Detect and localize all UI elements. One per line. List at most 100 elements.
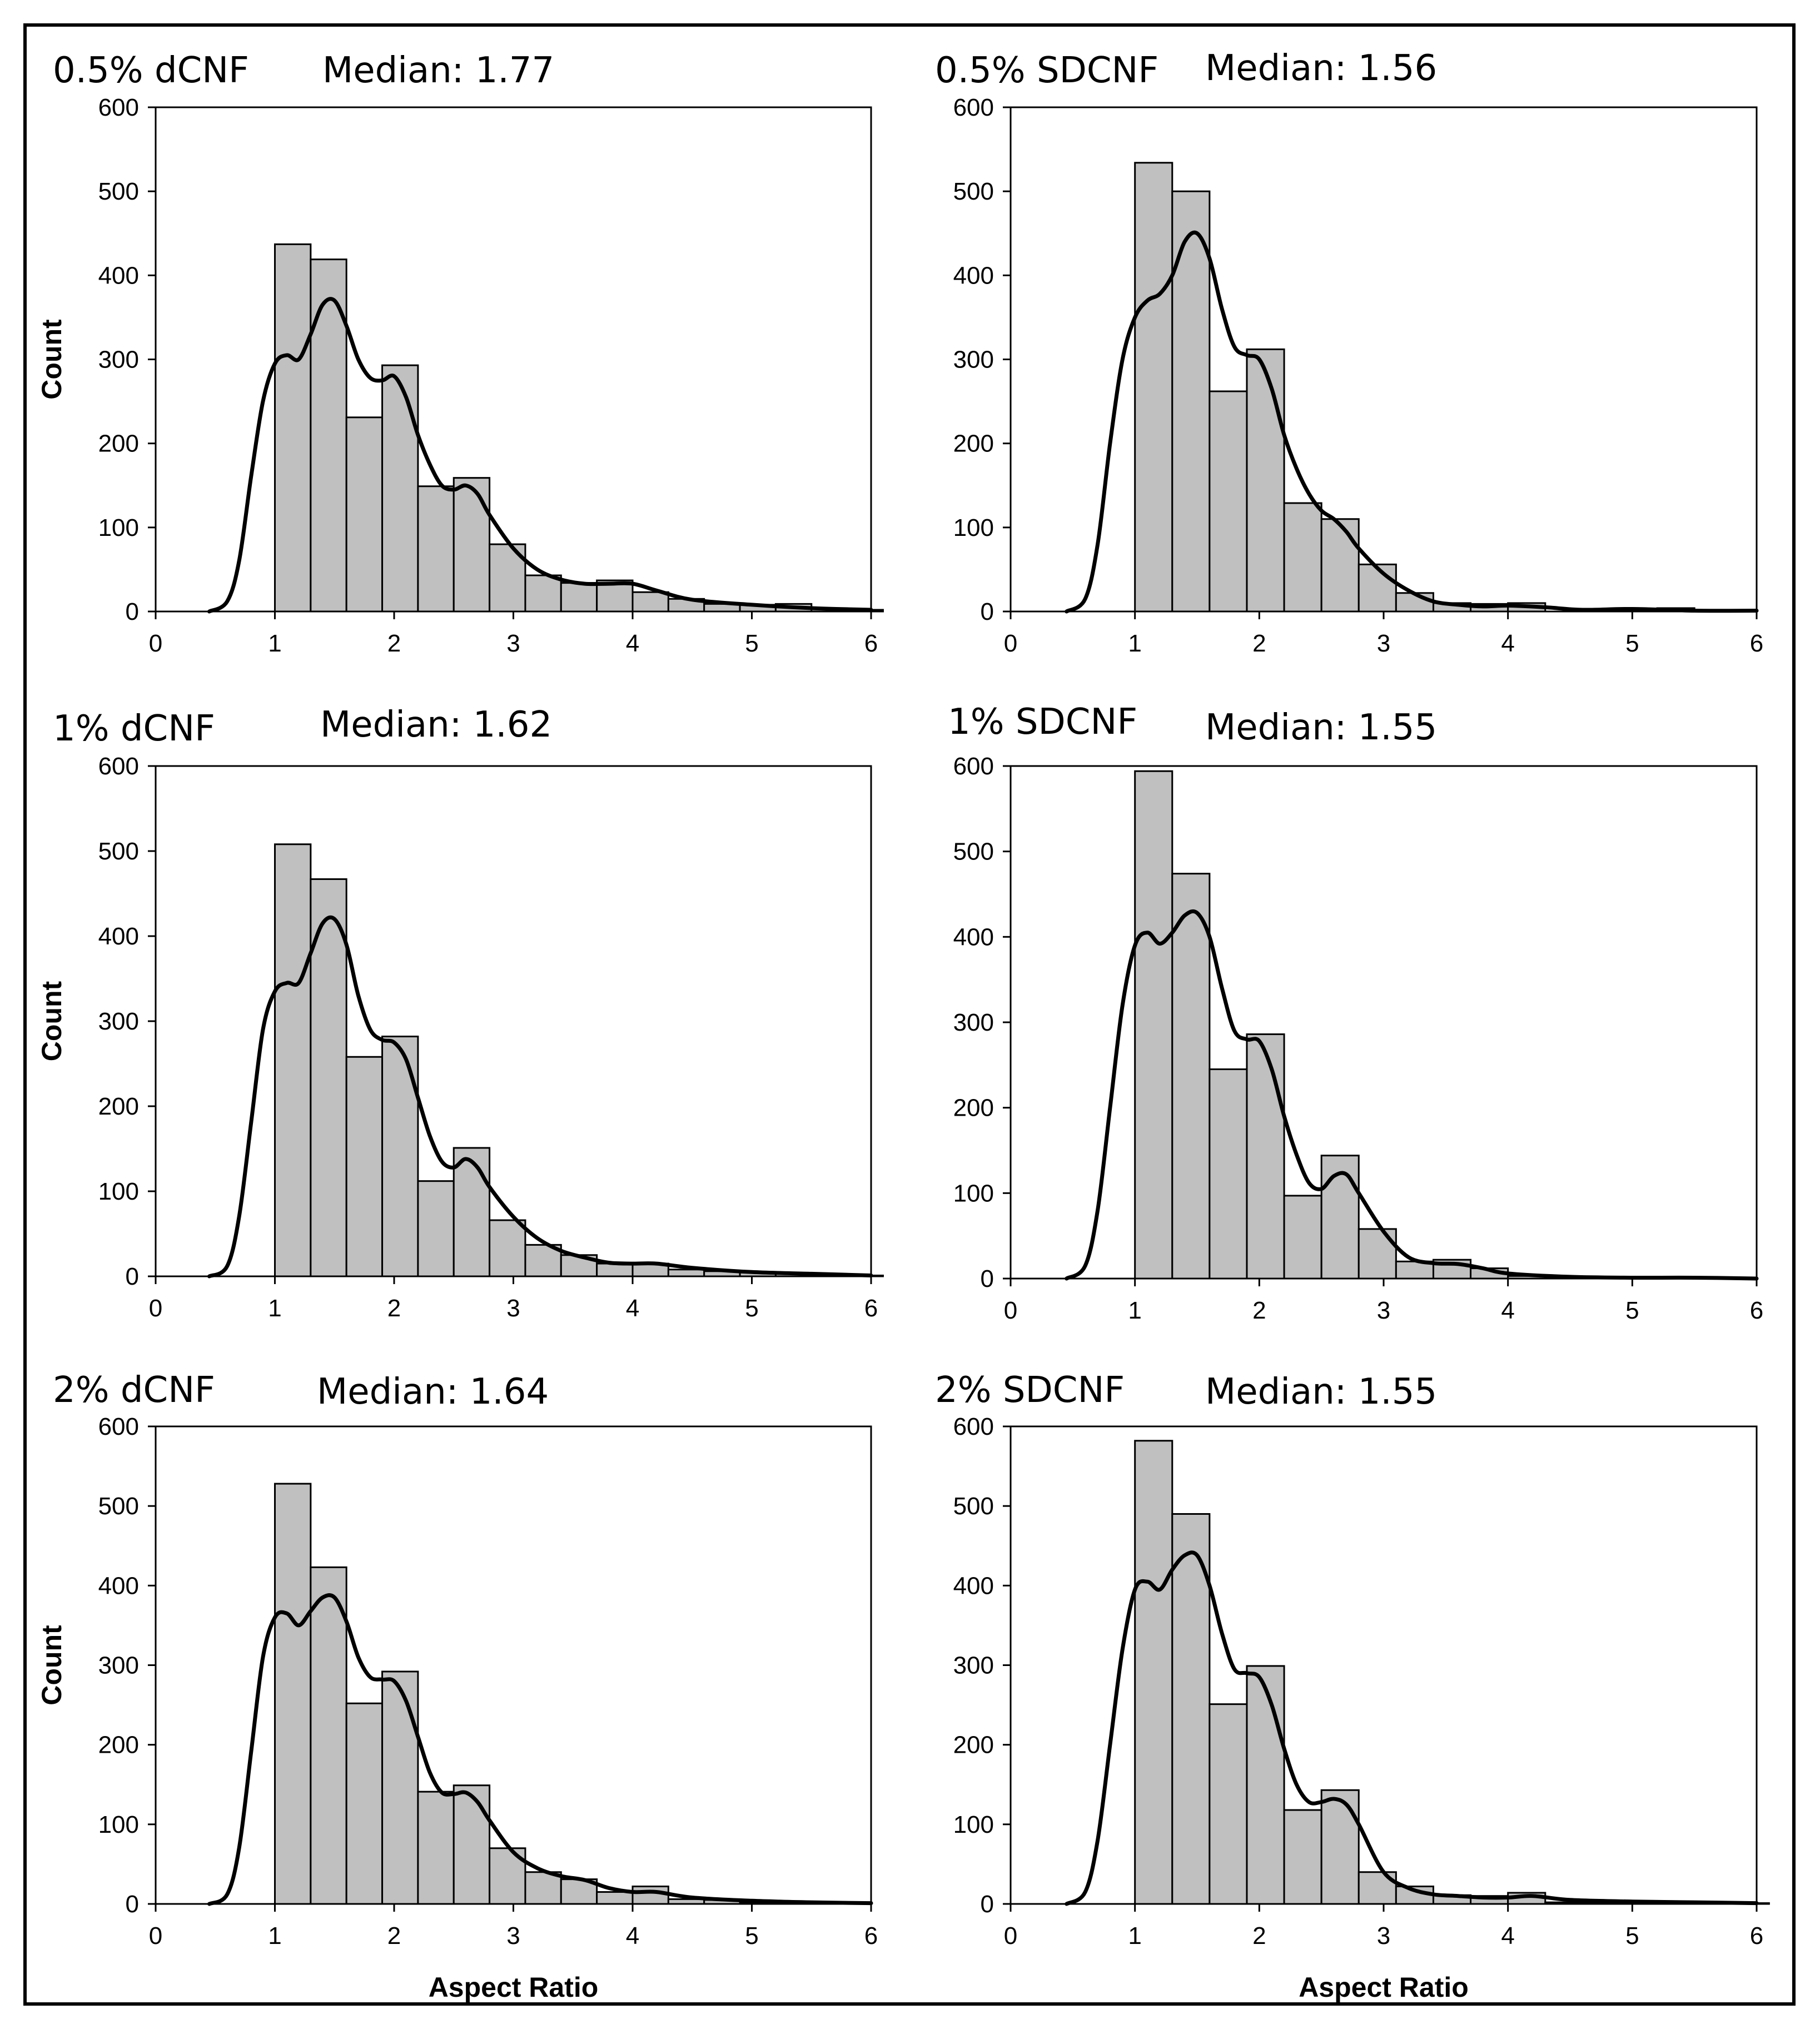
x-tick-label: 1 [1128, 630, 1141, 657]
histogram-bar [524, 1871, 562, 1905]
x-tick-label: 5 [1625, 1922, 1639, 1950]
histogram-bar [381, 1670, 419, 1905]
y-tick-label: 400 [98, 1572, 139, 1599]
histogram-bar [310, 878, 347, 1277]
x-tick-label: 5 [745, 1295, 758, 1322]
x-tick-label: 4 [1501, 1922, 1514, 1950]
histogram-bar [345, 416, 384, 613]
y-tick-label: 0 [981, 1891, 994, 1918]
x-tick-label: 6 [864, 630, 878, 657]
y-tick-label: 400 [98, 262, 139, 289]
histogram-bar [1171, 1513, 1211, 1905]
x-tick-label: 1 [268, 630, 281, 657]
density-curve [207, 915, 873, 1279]
y-tick-label: 500 [98, 178, 139, 205]
y-axis-title: Count [36, 981, 67, 1061]
histogram-bar [417, 485, 455, 613]
histogram-bar [1171, 873, 1211, 1280]
x-tick-label: 3 [1377, 1297, 1390, 1324]
y-tick-label: 0 [126, 598, 139, 625]
x-tick-label: 4 [626, 630, 639, 657]
histogram-panel-1: 0 100 200 300 400 500 600 0 1 2 3 4 5 6 0.5% dCNF Media… [36, 50, 884, 657]
histogram-bar [417, 1180, 455, 1277]
x-tick-label: 2 [387, 1922, 401, 1950]
x-tick-label: 0 [149, 1922, 162, 1950]
median-label: Median: 1.77 [322, 50, 554, 91]
histogram-bar [1246, 1033, 1285, 1280]
histogram-bar [345, 1702, 384, 1905]
histogram-bar [560, 582, 598, 613]
x-tick-label: 6 [864, 1295, 878, 1322]
histogram-bar [1209, 1703, 1248, 1905]
y-tick-label: 200 [98, 430, 139, 457]
histogram-panel-3: 0 100 200 300 400 500 600 0 1 2 3 4 5 6 1% dCNF Median:… [36, 704, 884, 1322]
histogram-bar [381, 1036, 419, 1277]
histogram-bar [1246, 348, 1285, 613]
histogram-bar [524, 574, 562, 613]
y-tick-label: 100 [98, 514, 139, 541]
median-label: Median: 1.55 [1205, 1371, 1437, 1413]
y-tick-label: 600 [953, 94, 994, 121]
histogram-panel-6: 0 100 200 300 400 500 600 0 1 2 3 4 5 6 2% SDCNF Median… [935, 1370, 1770, 2003]
y-tick-label: 500 [98, 838, 139, 865]
x-tick-label: 0 [149, 1295, 162, 1322]
y-tick-label: 600 [98, 753, 139, 780]
plot-area-border [1010, 1425, 1758, 1905]
x-tick-label: 3 [1377, 630, 1390, 657]
y-tick-label: 100 [98, 1811, 139, 1838]
y-tick-label: 400 [98, 923, 139, 950]
x-tick-label: 2 [1252, 630, 1266, 657]
y-tick-label: 0 [981, 598, 994, 625]
histogram-bar [1209, 1068, 1248, 1280]
y-tick-label: 500 [953, 838, 994, 866]
histogram-bar [1134, 1440, 1173, 1905]
x-axis-title: Aspect Ratio [429, 1972, 599, 2003]
y-tick-label: 200 [953, 1095, 994, 1122]
histogram-bar [1246, 1665, 1285, 1905]
y-tick-label: 0 [126, 1263, 139, 1290]
x-tick-label: 2 [387, 1295, 401, 1322]
y-tick-label: 600 [953, 753, 994, 780]
y-tick-label: 500 [953, 1493, 994, 1520]
panel-title: 0.5% dCNF [53, 50, 249, 91]
histogram-bar [667, 1269, 705, 1277]
histogram-bar [452, 1784, 491, 1905]
y-tick-label: 600 [953, 1413, 994, 1440]
histogram-bar [1357, 1228, 1397, 1280]
density-curve [1065, 1550, 1759, 1906]
x-tick-label: 4 [626, 1295, 639, 1322]
x-tick-label: 2 [387, 630, 401, 657]
y-tick-label: 100 [953, 1180, 994, 1207]
panel-title: 0.5% SDCNF [935, 50, 1158, 91]
y-tick-label: 200 [98, 1093, 139, 1120]
histogram-bar [1320, 1789, 1360, 1905]
y-tick-label: 100 [98, 1178, 139, 1205]
y-tick-label: 100 [953, 514, 994, 541]
y-tick-label: 500 [953, 178, 994, 205]
y-tick-label: 0 [126, 1891, 139, 1918]
histogram-bar [1134, 162, 1173, 613]
x-tick-label: 6 [1750, 630, 1763, 657]
histogram-bar [596, 1891, 634, 1905]
y-tick-label: 200 [953, 430, 994, 457]
histogram-bar [417, 1791, 455, 1905]
histogram-bar [345, 1056, 384, 1277]
x-tick-label: 2 [1252, 1297, 1266, 1324]
histogram-panel-2: 0 100 200 300 400 500 600 0 1 2 3 4 5 6 0.5% SDCNF Medi… [935, 48, 1763, 657]
histogram-panel-4: 0 100 200 300 400 500 600 0 1 2 3 4 5 6 1% SDCNF Median… [948, 702, 1763, 1324]
histogram-bar [1134, 770, 1173, 1280]
x-tick-label: 4 [1501, 1297, 1514, 1324]
y-tick-label: 600 [98, 94, 139, 121]
x-tick-label: 3 [506, 1922, 520, 1950]
x-tick-label: 4 [626, 1922, 639, 1950]
x-tick-label: 5 [745, 1922, 758, 1950]
y-axis-title: Count [36, 319, 67, 400]
density-curve [207, 297, 873, 614]
histogram-bar [489, 1219, 526, 1277]
histogram-bar [310, 1566, 347, 1905]
y-tick-label: 200 [98, 1732, 139, 1759]
plot-area-border [155, 106, 872, 613]
median-label: Median: 1.64 [317, 1371, 549, 1413]
x-tick-label: 1 [268, 1922, 281, 1950]
x-tick-label: 4 [1501, 630, 1514, 657]
